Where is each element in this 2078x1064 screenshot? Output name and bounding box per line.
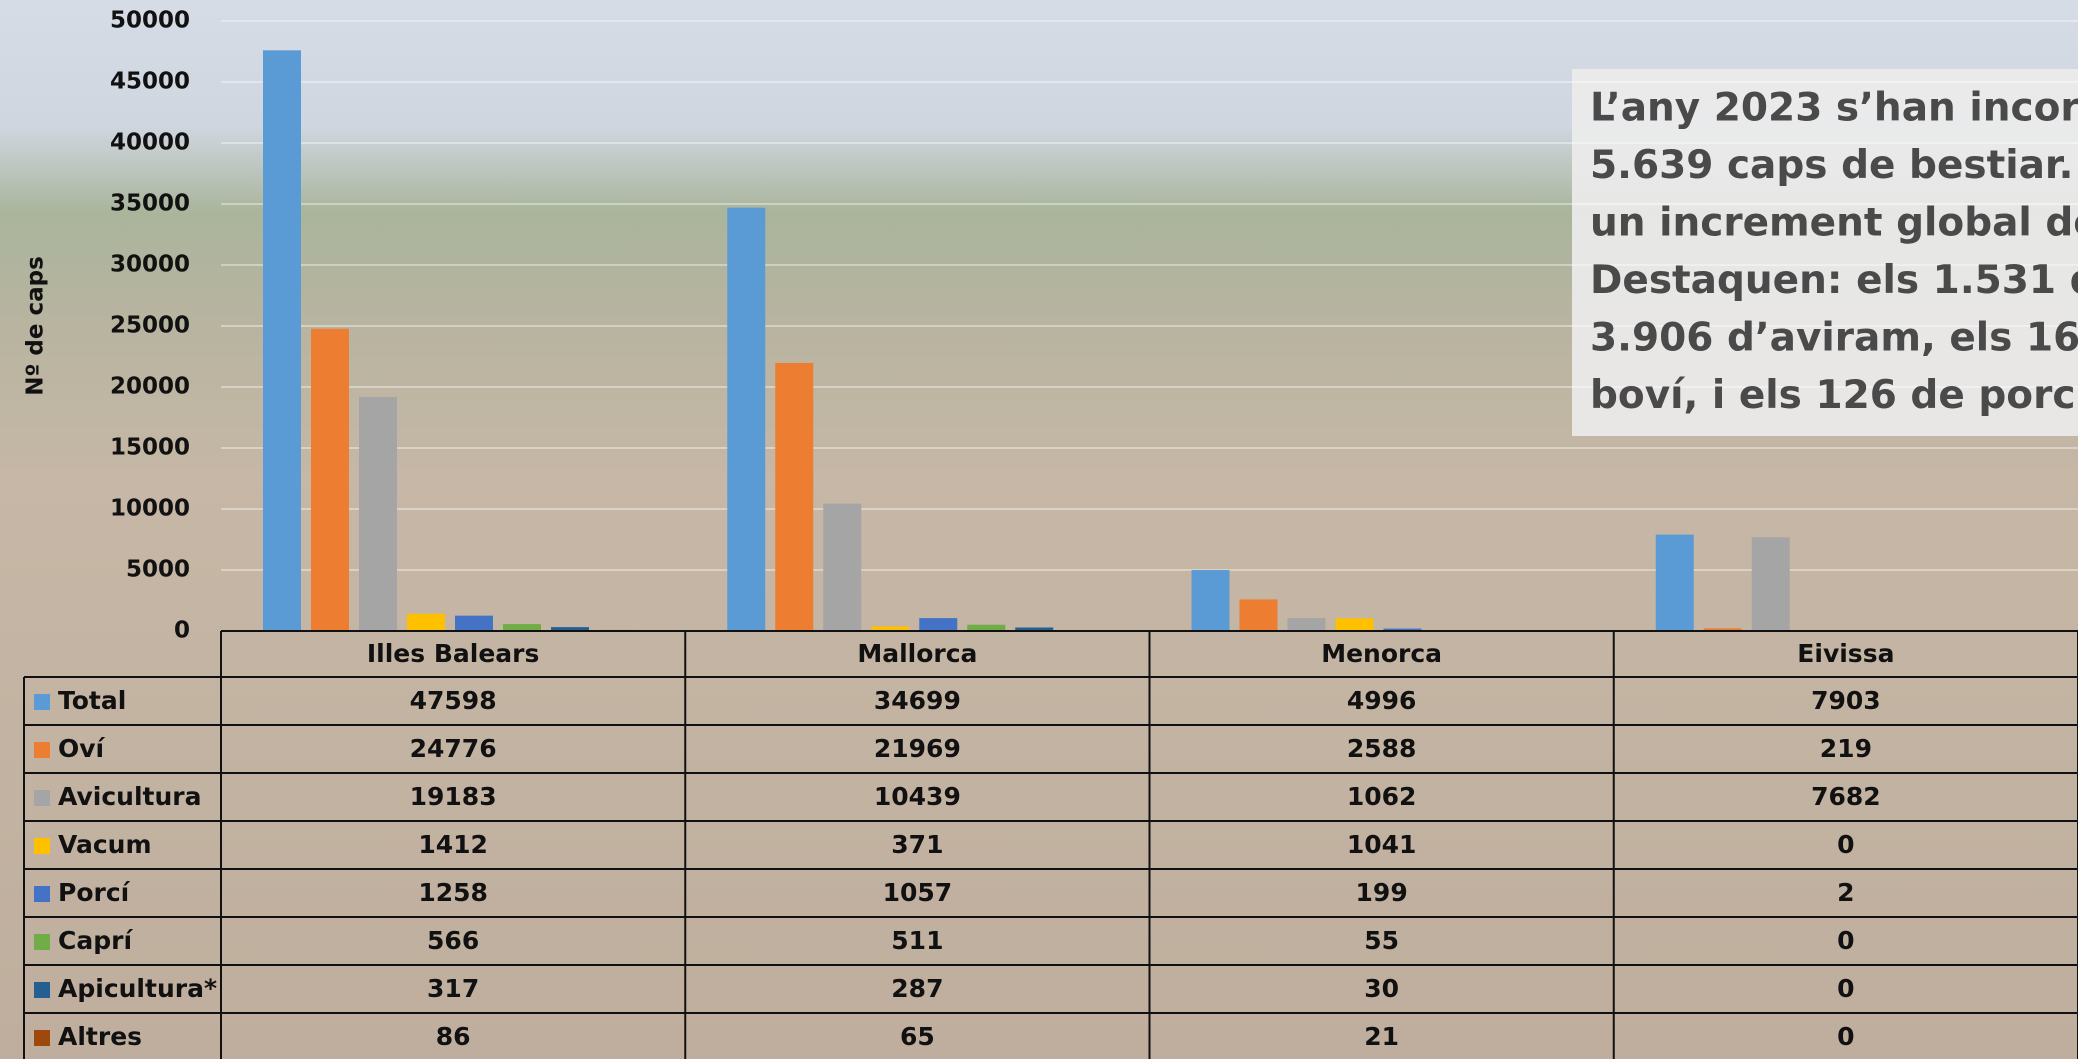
table-value: 2588 (1347, 734, 1417, 763)
legend-swatch (34, 790, 50, 806)
table-value: 1412 (418, 830, 488, 859)
table-value: 19183 (410, 782, 497, 811)
table-value: 34699 (874, 686, 961, 715)
table-value: 0 (1837, 926, 1854, 955)
bar (1192, 570, 1230, 631)
legend-label: Vacum (58, 830, 152, 859)
table-value: 1041 (1347, 830, 1417, 859)
legend-swatch (34, 934, 50, 950)
table-value: 219 (1820, 734, 1872, 763)
legend-label: Oví (58, 734, 106, 763)
table-value: 566 (427, 926, 479, 955)
bar (455, 616, 493, 631)
table-value: 55 (1364, 926, 1399, 955)
table-value: 7903 (1811, 686, 1881, 715)
y-tick-label: 10000 (110, 496, 190, 522)
bar (359, 397, 397, 631)
bar (311, 329, 349, 631)
bar (775, 363, 813, 631)
table-value: 287 (891, 974, 943, 1003)
bar (727, 208, 765, 631)
legend-label: Caprí (58, 926, 133, 955)
table-value: 65 (900, 1022, 935, 1051)
y-tick-label: 25000 (110, 313, 190, 339)
y-tick-label: 15000 (110, 435, 190, 461)
bar (919, 618, 957, 631)
legend-swatch (34, 838, 50, 854)
annotation-text: L’any 2023 s’han incorp (1590, 86, 2078, 131)
table-value: 4996 (1347, 686, 1417, 715)
bar (1752, 537, 1790, 631)
table-value: 0 (1837, 974, 1854, 1003)
legend-label: Total (58, 686, 126, 715)
table-value: 1062 (1347, 782, 1417, 811)
table-value: 7682 (1811, 782, 1881, 811)
legend-swatch (34, 1030, 50, 1046)
y-tick-label: 5000 (126, 557, 190, 583)
legend-swatch (34, 886, 50, 902)
legend-swatch (34, 982, 50, 998)
bar (263, 50, 301, 631)
annotation-text: 5.639 caps de bestiar. (1590, 143, 2073, 188)
annotation-text: Destaquen: els 1.531 d (1590, 258, 2078, 303)
table-value: 24776 (410, 734, 497, 763)
x-tick-label: Illes Balears (367, 639, 540, 668)
table-value: 199 (1356, 878, 1408, 907)
legend-swatch (34, 694, 50, 710)
table-value: 1258 (418, 878, 488, 907)
bar (1656, 535, 1694, 631)
table-value: 0 (1837, 830, 1854, 859)
x-tick-label: Menorca (1321, 639, 1442, 668)
legend-label: Altres (58, 1022, 142, 1051)
bar (407, 614, 445, 631)
table-value: 47598 (410, 686, 497, 715)
table-value: 511 (891, 926, 943, 955)
y-tick-label: 45000 (110, 69, 190, 95)
x-tick-label: Mallorca (857, 639, 977, 668)
y-axis-label: Nº de caps (23, 256, 49, 396)
y-tick-label: 50000 (110, 8, 190, 34)
table-value: 21969 (874, 734, 961, 763)
bar (503, 624, 541, 631)
annotation-text: 3.906 d’aviram, els 161 (1590, 316, 2078, 361)
y-tick-label: 0 (174, 618, 190, 644)
legend-label: Avicultura (58, 782, 201, 811)
bar (1288, 618, 1326, 631)
table-value: 21 (1364, 1022, 1399, 1051)
bar (1240, 599, 1278, 631)
table-value: 1057 (883, 878, 953, 907)
table-value: 2 (1837, 878, 1854, 907)
legend-label: Apicultura* (58, 974, 217, 1003)
table-value: 0 (1837, 1022, 1854, 1051)
y-tick-label: 20000 (110, 374, 190, 400)
table-value: 10439 (874, 782, 961, 811)
bar (1336, 618, 1374, 631)
table-value: 86 (436, 1022, 471, 1051)
bar (823, 504, 861, 631)
y-tick-label: 40000 (110, 130, 190, 156)
annotation-text: boví, i els 126 de porcí. (1590, 373, 2078, 418)
y-tick-label: 35000 (110, 191, 190, 217)
annotation-text: un increment global de (1590, 201, 2078, 246)
y-tick-label: 30000 (110, 252, 190, 278)
legend-swatch (34, 742, 50, 758)
legend-label: Porcí (58, 878, 131, 907)
x-tick-label: Eivissa (1797, 639, 1894, 668)
table-value: 317 (427, 974, 479, 1003)
table-value: 30 (1364, 974, 1399, 1003)
table-value: 371 (891, 830, 943, 859)
